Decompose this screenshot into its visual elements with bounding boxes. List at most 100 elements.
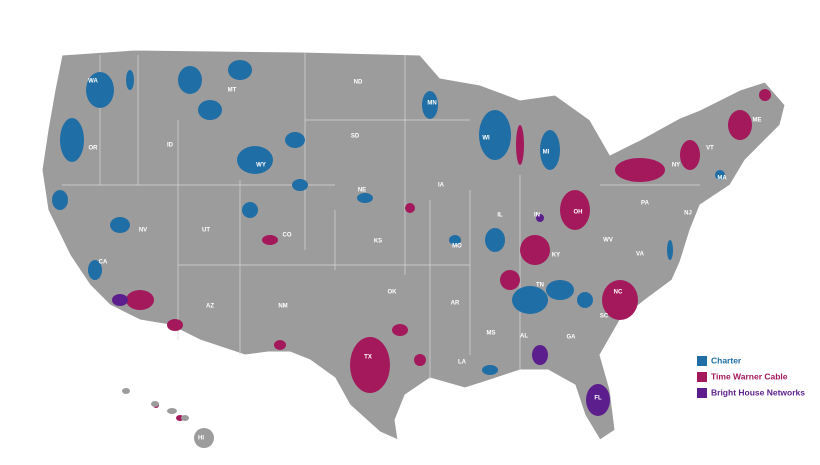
coverage-area: [615, 158, 665, 182]
legend-label: Bright House Networks: [711, 387, 805, 397]
coverage-area: [88, 260, 102, 280]
coverage-area: [449, 235, 461, 245]
coverage-area: [715, 170, 725, 180]
state-label: NJ: [684, 211, 692, 217]
state-label: ID: [167, 143, 174, 149]
state-label: NM: [278, 304, 287, 310]
state-label: WY: [256, 163, 266, 169]
state-label: CO: [283, 233, 292, 239]
state-label: OK: [388, 290, 398, 296]
state-label: NE: [358, 188, 366, 194]
coverage-area: [516, 125, 524, 165]
coverage-area: [414, 354, 426, 366]
state-label: FL: [594, 396, 602, 402]
state-label: MS: [487, 331, 496, 337]
state-label: VA: [636, 252, 645, 258]
coverage-area: [602, 280, 638, 320]
coverage-area: [178, 66, 202, 94]
state-label: MO: [452, 244, 462, 250]
state-label: KS: [374, 239, 382, 245]
coverage-area: [126, 70, 134, 90]
coverage-area: [546, 280, 574, 300]
state-label: WV: [603, 238, 613, 244]
coverage-area: [237, 146, 273, 174]
state-label: WI: [482, 136, 490, 142]
coverage-area: [52, 190, 68, 210]
state-label: MA: [717, 176, 727, 182]
legend-swatch: [697, 388, 707, 398]
state-label: TX: [364, 355, 372, 361]
coverage-area: [759, 89, 771, 101]
state-label: SD: [351, 134, 360, 140]
coverage-area: [285, 132, 305, 148]
coverage-area: [482, 365, 498, 375]
coverage-area: [485, 228, 505, 252]
state-label: IA: [438, 183, 445, 189]
state-label: VT: [706, 146, 714, 152]
coverage-area: [357, 193, 373, 203]
coverage-area: [274, 340, 286, 350]
coverage-area: [228, 60, 252, 80]
coverage-area: [262, 235, 278, 245]
state-label: IN: [534, 213, 540, 219]
state-label: TN: [536, 283, 544, 289]
state-label: OH: [574, 210, 583, 216]
state-label: OR: [89, 146, 99, 152]
state-label: HI: [198, 436, 204, 442]
state-label: AZ: [206, 304, 214, 310]
coverage-area: [536, 214, 544, 222]
coverage-area: [680, 140, 700, 170]
coverage-area: [242, 202, 258, 218]
coverage-area: [392, 324, 408, 336]
coverage-area: [422, 91, 438, 119]
state-label: NV: [139, 228, 147, 234]
coverage-area: [110, 217, 130, 233]
state-label: WA: [88, 79, 98, 85]
coverage-area: [560, 190, 590, 230]
legend-label: Charter: [711, 355, 742, 365]
legend-label: Time Warner Cable: [711, 371, 788, 381]
coverage-area: [512, 286, 548, 314]
state-label: PA: [641, 201, 650, 207]
legend: Charter Time Warner Cable Bright House Net…: [697, 355, 805, 398]
state-borders: [62, 52, 700, 380]
coverage-area: [667, 240, 673, 260]
coverage-area: [126, 290, 154, 310]
coverage-area: [60, 118, 84, 162]
coverage-area: [292, 179, 308, 191]
coverage-area: [86, 72, 114, 108]
coverage-area: [112, 294, 128, 306]
coverage-area: [577, 292, 593, 308]
coverage-area: [479, 110, 511, 160]
coverage-area: [350, 337, 390, 393]
state-label: MT: [228, 88, 237, 94]
coverage-area: [540, 130, 560, 170]
state-labels: WA OR CA NV ID MT WY UT AZ CO NM ND SD NE KS OK TX MN IA MO…: [88, 79, 761, 442]
state-label: ND: [354, 80, 363, 86]
coverage-area: [405, 203, 415, 213]
coverage-area: [167, 319, 183, 331]
legend-swatch: [697, 356, 707, 366]
state-label: MN: [427, 101, 436, 107]
state-label: CA: [99, 260, 108, 266]
state-label: MI: [543, 150, 550, 156]
state-label: AR: [451, 301, 460, 307]
state-label: ME: [753, 118, 762, 124]
coverage-area: [586, 384, 610, 416]
coverage-area: [728, 110, 752, 140]
state-label: SC: [600, 314, 609, 320]
state-label: UT: [202, 228, 210, 234]
coverage-area: [198, 100, 222, 120]
state-label: LA: [458, 360, 467, 366]
state-label: KY: [552, 253, 560, 259]
state-label: NY: [672, 163, 680, 169]
coverage-areas: [52, 60, 771, 444]
state-label: NC: [614, 290, 623, 296]
hawaii: [122, 388, 214, 448]
us-landmass: [41, 49, 786, 441]
coverage-area: [520, 235, 550, 265]
state-label: IL: [497, 213, 503, 219]
state-label: GA: [567, 335, 577, 341]
coverage-area: [532, 345, 548, 365]
